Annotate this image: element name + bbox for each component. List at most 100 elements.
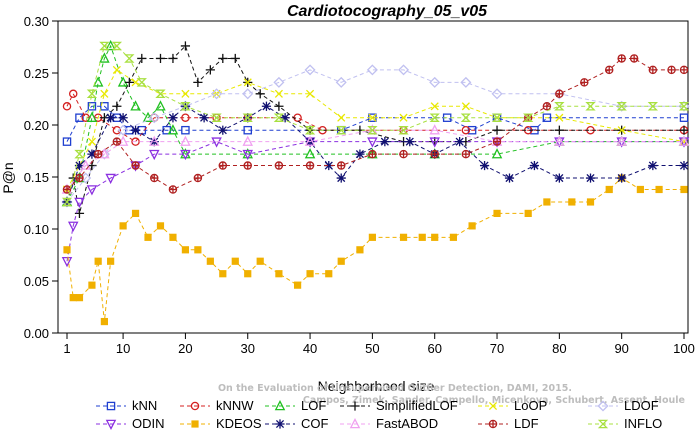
- data-point-ldf: [555, 89, 564, 99]
- data-point-loop: [306, 89, 315, 98]
- legend-item-loop: LoOP: [478, 398, 547, 413]
- legend: kNN kNNW LOF SimplifiedLOF LoOP LDOF ODIN KDEOS…: [96, 398, 662, 431]
- data-point-cof: [405, 137, 415, 147]
- data-point-kdeos: [431, 233, 439, 241]
- x-tick-label: 80: [552, 341, 566, 356]
- legend-marker-knnw: [190, 401, 200, 411]
- series-line-knn: [66, 105, 684, 142]
- data-point-kdeos: [256, 257, 264, 265]
- data-point-ldf: [75, 173, 84, 183]
- data-point-kdeos: [468, 222, 476, 230]
- data-point-lof: [167, 124, 179, 135]
- data-point-kdeos: [94, 257, 102, 265]
- legend-marker-fastabod: [349, 417, 361, 429]
- x-tick-label: 90: [614, 341, 628, 356]
- data-point-simplifiedlof: [193, 77, 203, 87]
- data-point-fastabod: [304, 135, 316, 146]
- data-point-kdeos: [636, 185, 644, 194]
- legend-label: kNNW: [216, 398, 254, 413]
- legend-item-simplifiedlof: SimplifiedLOF: [340, 398, 458, 413]
- data-point-cof: [648, 160, 658, 171]
- data-point-kdeos: [63, 246, 71, 254]
- data-point-ldf: [492, 137, 502, 146]
- data-point-simplifiedlof: [492, 125, 502, 135]
- chart-title: Cardiotocography_05_v05: [287, 3, 488, 20]
- data-point-simplifiedlof: [74, 208, 85, 218]
- legend-label: LoOP: [514, 398, 547, 413]
- data-point-odin: [86, 185, 98, 196]
- data-point-inflo: [86, 89, 98, 99]
- data-point-cof: [74, 160, 85, 171]
- data-point-knnw: [461, 125, 471, 135]
- data-point-inflo: [74, 149, 85, 159]
- data-point-fastabod: [180, 135, 191, 146]
- data-point-ldf: [648, 65, 658, 75]
- data-point-inflo: [180, 102, 191, 111]
- data-point-loop: [555, 113, 564, 122]
- data-point-kdeos: [449, 233, 458, 241]
- legend-item-knnw: kNNW: [180, 398, 254, 413]
- legend-label: ODIN: [132, 416, 165, 431]
- data-point-kdeos: [275, 270, 283, 278]
- data-point-kdeos: [306, 270, 314, 278]
- data-point-lof: [491, 148, 503, 159]
- legend-item-knn: kNN: [96, 398, 157, 413]
- data-point-knnw: [181, 113, 190, 122]
- data-point-kdeos: [337, 257, 345, 265]
- data-point-lof: [130, 100, 141, 111]
- data-point-kdeos: [144, 233, 152, 241]
- data-point-simplifiedlof: [255, 89, 265, 99]
- legend-label: INFLO: [624, 416, 662, 431]
- data-point-ldof: [242, 88, 254, 100]
- data-point-inflo: [678, 102, 690, 111]
- data-point-fastabod: [80, 159, 91, 170]
- data-point-simplifiedlof: [274, 101, 284, 111]
- data-point-lof: [99, 52, 110, 63]
- data-point-inflo: [136, 78, 147, 87]
- data-point-fastabod: [678, 135, 690, 146]
- data-point-odin: [61, 256, 73, 268]
- legend-marker-ldf: [488, 419, 498, 429]
- data-point-kdeos: [493, 209, 501, 217]
- data-point-inflo: [523, 113, 534, 122]
- data-point-kdeos: [231, 257, 239, 265]
- data-point-cof: [218, 125, 228, 135]
- data-point-ldf: [336, 161, 346, 170]
- data-point-simplifiedlof: [168, 53, 178, 64]
- data-point-loop: [87, 137, 96, 146]
- data-point-ldf: [368, 149, 377, 159]
- data-point-ldof: [616, 100, 628, 112]
- data-point-inflo: [211, 113, 222, 122]
- data-point-kdeos: [543, 198, 551, 206]
- data-point-ldf: [168, 185, 178, 194]
- legend-marker-cof: [275, 419, 285, 429]
- data-point-kdeos: [586, 198, 595, 206]
- data-point-cof: [280, 113, 290, 123]
- data-point-inflo: [111, 41, 123, 51]
- data-point-loop: [368, 113, 377, 122]
- data-point-ldf: [604, 65, 614, 75]
- data-point-ldf: [150, 173, 159, 183]
- y-tick-label: 0.05: [24, 274, 49, 289]
- data-point-cof: [355, 149, 365, 159]
- data-point-loop: [399, 113, 408, 122]
- x-tick-label: 30: [241, 341, 255, 356]
- legend-item-inflo: INFLO: [588, 416, 662, 431]
- data-point-inflo: [304, 125, 316, 135]
- data-point-cof: [554, 173, 564, 183]
- data-point-inflo: [554, 102, 565, 111]
- series-line-ldf: [66, 57, 684, 191]
- data-point-odin: [74, 197, 85, 208]
- legend-item-kdeos: KDEOS: [180, 416, 262, 431]
- data-point-cof: [617, 173, 627, 183]
- data-point-ldof: [211, 88, 223, 100]
- data-point-kdeos: [107, 257, 115, 265]
- series-line-ldof: [66, 69, 684, 203]
- data-point-loop: [430, 102, 439, 111]
- legend-label: LOF: [301, 398, 326, 413]
- legend-label: LDOF: [624, 398, 659, 413]
- data-point-simplifiedlof: [124, 77, 134, 87]
- data-point-ldof: [304, 64, 316, 76]
- data-point-knn: [181, 125, 190, 135]
- data-point-cof: [529, 160, 540, 171]
